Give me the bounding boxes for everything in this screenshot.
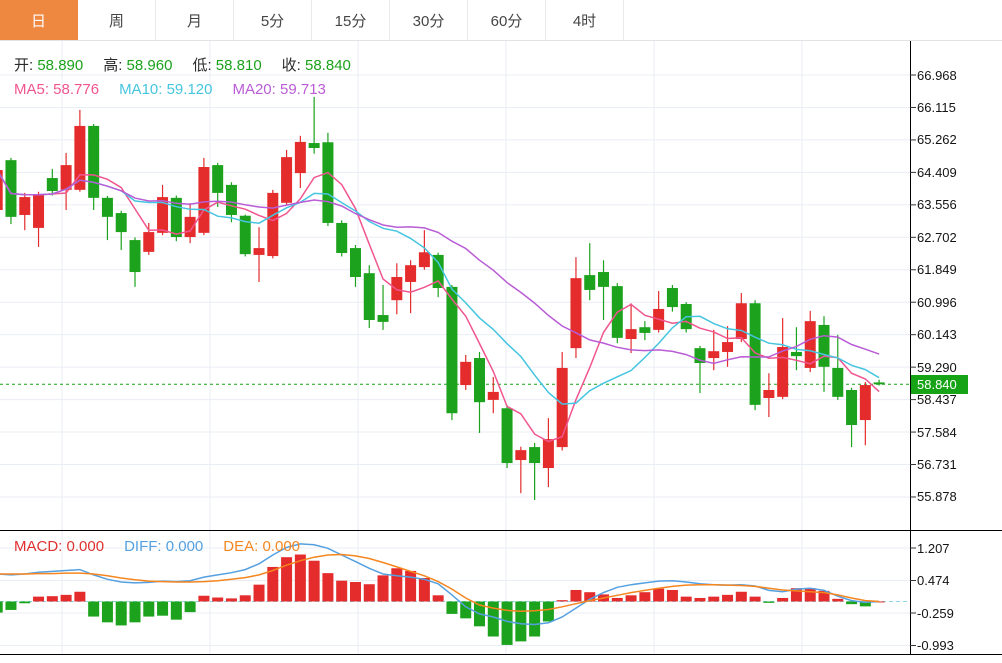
macd-axis-label: 0.474 (917, 573, 950, 588)
price-axis-label: 60.996 (917, 294, 957, 310)
price-axis-label: 60.143 (917, 327, 957, 343)
ohlc-readout: 开: 58.890 高: 58.960 低: 58.810 收: 58.840 (14, 54, 371, 75)
macd-layer (0, 543, 910, 645)
price-axis-label: 66.115 (917, 99, 956, 115)
price-axis-label: 61.849 (917, 262, 957, 278)
macd-axis-label: -0.259 (917, 605, 954, 621)
ma-row-ma5: MA5: 58.776 (14, 81, 100, 98)
candles-layer (0, 96, 910, 500)
tab-day[interactable]: 日 (0, 0, 78, 40)
pane-borders (0, 40, 1002, 655)
macd-row-diff: DIFF: 0.000 (124, 538, 204, 555)
ma-row-ma20: MA20: 59.713 (232, 81, 326, 98)
price-axis-label: 58.437 (917, 392, 957, 408)
price-axis-label: 55.878 (917, 489, 957, 505)
dea-line (0, 553, 880, 613)
tab-4hour[interactable]: 4时 (546, 0, 624, 40)
macd-axis-label: -0.993 (917, 638, 954, 653)
tab-week[interactable]: 周 (78, 0, 156, 40)
price-axis-label: 63.556 (917, 197, 957, 213)
price-axis-label: 65.262 (917, 132, 957, 148)
macd-row-macd: MACD: 0.000 (14, 538, 105, 555)
macd-row-dea: DEA: 0.000 (223, 538, 301, 555)
tab-15min[interactable]: 15分 (312, 0, 390, 40)
price-axis-label: 59.290 (917, 359, 957, 375)
macd-axis-label: 1.207 (917, 540, 950, 556)
tab-60min[interactable]: 60分 (468, 0, 546, 40)
price-axis-label: 64.409 (917, 164, 957, 180)
timeframe-toolbar: 日周月 5分 15分 30分 60分 4时 (0, 0, 1002, 41)
price-axis-label: 57.584 (917, 424, 957, 440)
ma20-line (0, 173, 880, 365)
ma10-line (0, 173, 880, 405)
price-axis-label: 62.702 (917, 229, 957, 245)
ma-row-ma10: MA10: 59.120 (119, 81, 213, 98)
ohlc-row-low: 低: 58.810 (192, 57, 262, 74)
axis-ticks (910, 74, 916, 646)
tab-5min[interactable]: 5分 (234, 0, 312, 40)
ma-readout: MA5: 58.776 MA10: 59.120 MA20: 59.713 (14, 81, 346, 98)
ma5-line (0, 171, 880, 443)
current-price-badge: 58.840 (911, 374, 968, 394)
price-axis-label: 66.968 (917, 67, 957, 83)
ohlc-row-high: 高: 58.960 (103, 57, 173, 74)
price-axis-label: 56.731 (917, 457, 957, 473)
macd-readout: MACD: 0.000 DIFF: 0.000 DEA: 0.000 (14, 538, 320, 555)
tab-30min[interactable]: 30分 (390, 0, 468, 40)
ohlc-row-open: 开: 58.890 (14, 57, 84, 74)
tab-month[interactable]: 月 (156, 0, 234, 40)
ohlc-row-close: 收: 58.840 (281, 57, 351, 74)
